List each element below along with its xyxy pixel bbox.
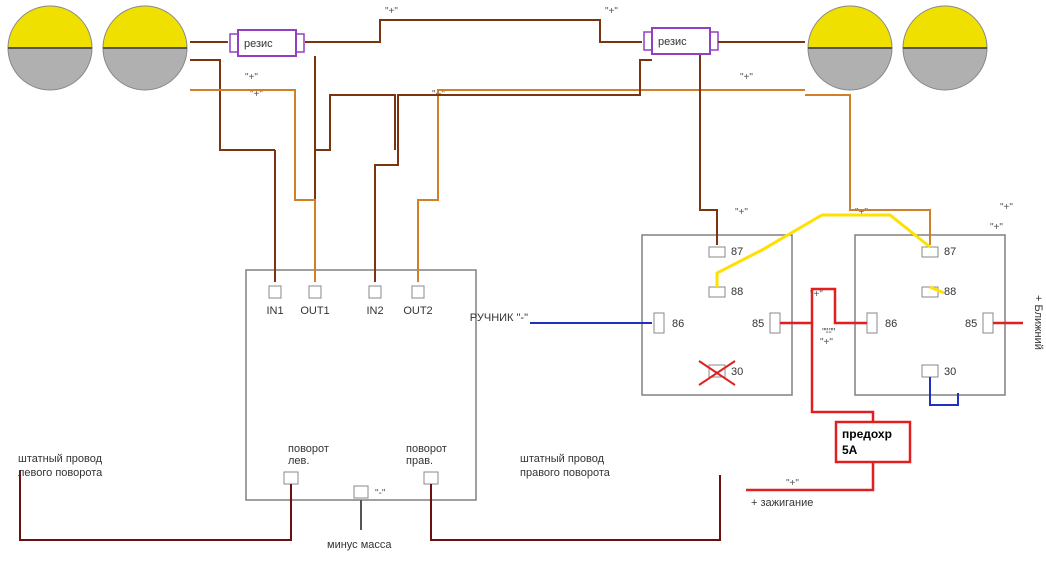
svg-text:87: 87: [731, 246, 743, 258]
svg-text:86: 86: [672, 318, 684, 330]
lamp-0: [8, 6, 92, 90]
lamp-2: [808, 6, 892, 90]
svg-text:5A: 5A: [842, 443, 858, 457]
svg-text:"+": "+": [990, 222, 1003, 233]
svg-text:"+": "+": [1000, 202, 1013, 213]
svg-text:+ Ближний: + Ближний: [1032, 295, 1044, 350]
svg-text:IN1: IN1: [266, 305, 283, 317]
svg-text:88: 88: [731, 286, 743, 298]
svg-text:штатный провод: штатный провод: [18, 453, 103, 465]
svg-text:88: 88: [944, 286, 956, 298]
svg-text:IN2: IN2: [366, 305, 383, 317]
svg-text:+ зажигание: + зажигание: [751, 497, 813, 509]
resistor-0: резис: [230, 30, 304, 56]
fuse-box: предохр 5A: [836, 422, 910, 462]
svg-text:30: 30: [731, 366, 743, 378]
relay-1: 87 88 86 85 30: [855, 235, 1005, 395]
svg-text:правого поворота: правого поворота: [520, 467, 611, 479]
svg-text:"+": "+": [245, 72, 258, 83]
svg-text:поворот: поворот: [288, 443, 329, 455]
svg-text:OUT1: OUT1: [300, 305, 329, 317]
resistor-1: резис: [644, 28, 718, 54]
svg-text:прав.: прав.: [406, 455, 433, 467]
svg-text:"+": "+": [820, 337, 833, 348]
svg-text:86: 86: [885, 318, 897, 330]
svg-text:лев.: лев.: [288, 455, 309, 467]
svg-text:минус масса: минус масса: [327, 539, 392, 551]
svg-text:"+": "+": [385, 6, 398, 17]
svg-text:"-": "-": [825, 327, 836, 338]
lamp-1: [103, 6, 187, 90]
svg-text:85: 85: [752, 318, 764, 330]
lamp-3: [903, 6, 987, 90]
svg-text:резис: резис: [244, 38, 273, 50]
relay-0: 87 88 86 85 30: [642, 235, 792, 395]
svg-text:РУЧНИК "-": РУЧНИК "-": [470, 312, 528, 324]
svg-text:"+": "+": [786, 478, 799, 489]
svg-text:левого поворота: левого поворота: [18, 467, 103, 479]
controller-box: IN1 OUT1 IN2 OUT2 "-": [246, 270, 476, 500]
svg-text:штатный провод: штатный провод: [520, 453, 605, 465]
svg-text:"-": "-": [375, 488, 386, 499]
svg-text:"+": "+": [605, 6, 618, 17]
svg-text:"+": "+": [735, 207, 748, 218]
svg-text:"+": "+": [740, 72, 753, 83]
svg-text:85: 85: [965, 318, 977, 330]
svg-text:OUT2: OUT2: [403, 305, 432, 317]
svg-text:87: 87: [944, 246, 956, 258]
svg-text:резис: резис: [658, 36, 687, 48]
svg-text:30: 30: [944, 366, 956, 378]
svg-text:поворот: поворот: [406, 443, 447, 455]
wiring-diagram: резисрезисIN1OUT1IN2OUT2"-"поворотлев.по…: [0, 0, 1046, 568]
svg-text:предохр: предохр: [842, 427, 892, 441]
